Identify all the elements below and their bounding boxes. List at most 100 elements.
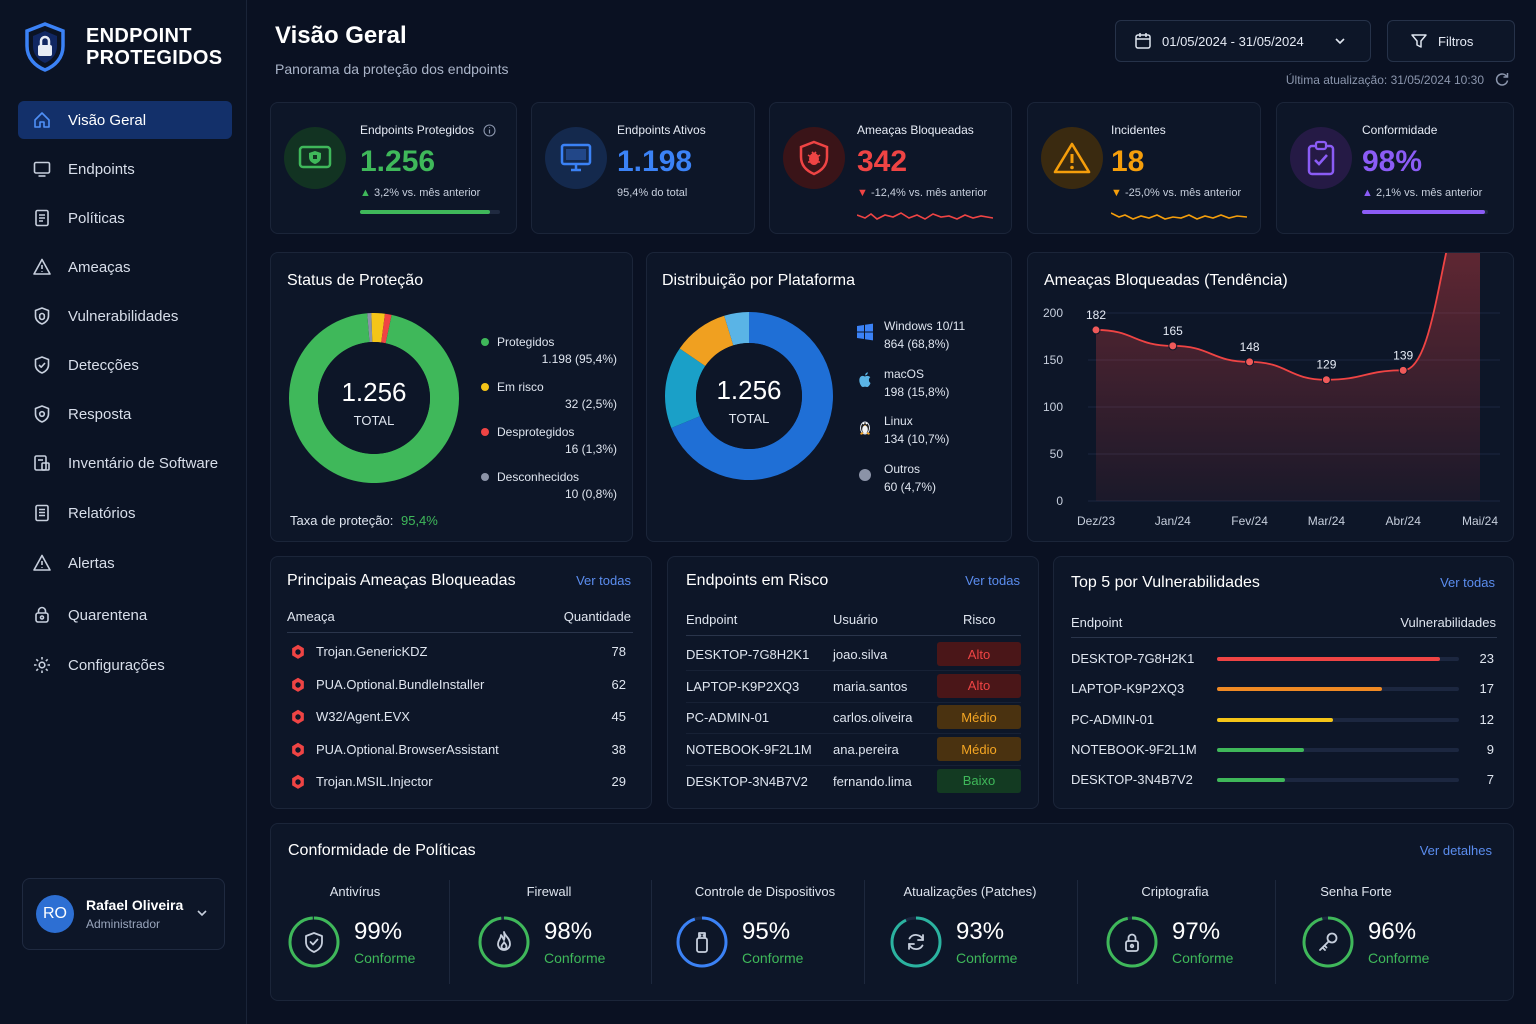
kpi-card-threats[interactable]: Ameaças Bloqueadas 342 ▼ -12,4% vs. mês … (769, 102, 1012, 234)
view-all-link[interactable]: Ver todas (1440, 575, 1495, 590)
donut-slice-em-risco[interactable] (371, 313, 385, 343)
compliance-ring[interactable] (675, 915, 729, 969)
endpoint-user: ana.pereira (833, 742, 899, 758)
kpi-card-active[interactable]: Endpoints Ativos 1.198 95,4% do total (531, 102, 755, 234)
vuln-bar-fill (1217, 717, 1334, 722)
endpoint-name[interactable]: LAPTOP-K9P2XQ3 (1071, 681, 1185, 697)
kpi-sub: 95,4% do total (617, 187, 688, 199)
compliance-divider (651, 880, 652, 984)
calendar-icon (1135, 33, 1151, 49)
threat-name[interactable]: Trojan.MSIL.Injector (316, 774, 433, 789)
data-point[interactable] (1168, 341, 1178, 351)
kpi-progress-track (360, 210, 500, 214)
sidebar-item-monitor[interactable]: Endpoints (18, 150, 232, 188)
user-card[interactable]: RO Rafael Oliveira Administrador (22, 878, 225, 950)
threat-name[interactable]: PUA.Optional.BundleInstaller (316, 676, 485, 692)
sidebar-item-shield-bug[interactable]: Vulnerabilidades (18, 297, 232, 335)
endpoint-name[interactable]: DESKTOP-3N4B7V2 (686, 773, 808, 789)
donut-slice-windows-10-11[interactable] (671, 312, 833, 480)
threat-qty: 62 (611, 676, 626, 692)
endpoint-name[interactable]: NOTEBOOK-9F2L1M (686, 742, 812, 758)
kpi-card-compliance[interactable]: Conformidade 98% ▲ 2,1% vs. mês anterior (1276, 102, 1514, 234)
data-label: 139 (1393, 348, 1413, 362)
compliance-status: Conforme (1368, 950, 1430, 966)
compliance-ring[interactable] (477, 915, 531, 969)
brand-logo[interactable]: ENDPOINT PROTEGIDOS (24, 22, 222, 72)
data-point[interactable] (1245, 357, 1255, 367)
legend-value: 1.198 (95,4%) (541, 352, 617, 366)
donut-slice-macos[interactable] (665, 348, 706, 428)
sidebar-item-inventory[interactable]: Inventário de Software (18, 444, 232, 482)
endpoint-name[interactable]: LAPTOP-K9P2XQ3 (686, 678, 800, 694)
sidebar-item-warning[interactable]: Ameaças (18, 248, 232, 286)
data-label: 165 (1163, 324, 1183, 338)
threat-hexagon-icon (289, 773, 307, 796)
view-details-link[interactable]: Ver detalhes (1419, 843, 1492, 858)
threat-hexagon-icon (289, 741, 307, 764)
chevron-down-icon[interactable] (196, 907, 208, 919)
compliance-ring[interactable] (1301, 915, 1355, 969)
refresh-icon[interactable] (1494, 71, 1510, 87)
data-point[interactable] (1398, 365, 1408, 375)
compliance-ring[interactable] (287, 915, 341, 969)
risk-badge: Médio (937, 737, 1021, 762)
kpi-card-protected[interactable]: Endpoints Protegidos 1.256 ▲ 3,2% vs. mê… (270, 102, 517, 234)
compliance-label: Criptografia (1141, 884, 1209, 899)
compliance-status: Conforme (956, 950, 1018, 966)
legend-value: 198 (15,8%) (884, 384, 950, 399)
data-point[interactable] (1321, 375, 1331, 385)
sidebar-item-shield-check[interactable]: Detecções (18, 346, 232, 384)
endpoint-name[interactable]: PC-ADMIN-01 (1071, 711, 1155, 727)
protection-status-card: Status de Proteção 1.256 TOTAL Taxa de p… (270, 252, 633, 542)
filters-label: Filtros (1438, 33, 1474, 49)
donut-slice-protegidos[interactable] (289, 313, 459, 483)
compliance-ring[interactable] (889, 915, 943, 969)
platform-distribution-card: Distribuição por Plataforma 1.256 TOTAL … (646, 252, 1012, 542)
kpi-title: Incidentes (1111, 123, 1166, 137)
threat-qty: 45 (611, 709, 626, 724)
endpoint-name[interactable]: DESKTOP-3N4B7V2 (1071, 772, 1193, 788)
sidebar-item-quarantine[interactable]: Quarentena (18, 596, 232, 634)
view-all-link[interactable]: Ver todas (965, 573, 1020, 588)
filters-button[interactable]: Filtros (1387, 20, 1515, 62)
threat-qty: 38 (611, 741, 626, 757)
compliance-value: 95% (742, 918, 791, 945)
threat-name[interactable]: Trojan.GenericKDZ (316, 644, 428, 659)
threat-name[interactable]: PUA.Optional.BrowserAssistant (316, 741, 499, 757)
y-tick-label: 150 (1043, 353, 1063, 367)
compliance-ring[interactable] (1105, 915, 1159, 969)
donut-slice-desconhecidos[interactable] (367, 313, 373, 343)
sidebar-item-document[interactable]: Políticas (18, 199, 232, 237)
section-title: Conformidade de Políticas (288, 842, 476, 859)
donut-slice-desprotegidos[interactable] (381, 313, 392, 344)
kpi-title: Conformidade (1362, 123, 1438, 137)
sidebar-item-home[interactable]: Visão Geral (18, 101, 232, 139)
endpoint-name[interactable]: NOTEBOOK-9F2L1M (1071, 741, 1197, 757)
home-icon (32, 110, 52, 130)
donut-slice-outros[interactable] (724, 312, 749, 346)
data-point[interactable] (1091, 325, 1101, 335)
kpi-trend: ▼ -12,4% vs. mês anterior (857, 187, 988, 199)
threat-trend-chart: 050100150200182165148129139342Dez/23Jan/… (1043, 253, 1500, 528)
endpoint-name[interactable]: DESKTOP-7G8H2K1 (686, 647, 810, 662)
sidebar-item-gear[interactable]: Configurações (18, 646, 232, 684)
sidebar-item-alert[interactable]: Alertas (18, 544, 232, 582)
endpoint-name[interactable]: PC-ADMIN-01 (686, 710, 770, 726)
row-divider (686, 733, 1021, 735)
sidebar-item-report[interactable]: Relatórios (18, 494, 232, 532)
date-range-picker[interactable]: 01/05/2024 - 31/05/2024 (1115, 20, 1371, 62)
kpi-card-incidents[interactable]: Incidentes 18 ▼ -25,0% vs. mês anterior (1027, 102, 1261, 234)
view-all-link[interactable]: Ver todas (576, 573, 631, 588)
kpi-icon-bg (783, 127, 845, 189)
compliance-status: Conforme (742, 950, 804, 966)
vuln-bar-fill (1217, 747, 1305, 752)
endpoint-name[interactable]: DESKTOP-7G8H2K1 (1071, 651, 1195, 666)
sidebar-item-shield-gear[interactable]: Resposta (18, 395, 232, 433)
info-icon[interactable] (483, 124, 496, 137)
donut-slice-linux[interactable] (679, 315, 734, 367)
kpi-icon-bg (545, 127, 607, 189)
threat-name[interactable]: W32/Agent.EVX (316, 709, 410, 724)
risk-badge: Médio (937, 705, 1021, 730)
protected-device-icon (298, 145, 332, 169)
vuln-bar-fill (1217, 687, 1382, 692)
